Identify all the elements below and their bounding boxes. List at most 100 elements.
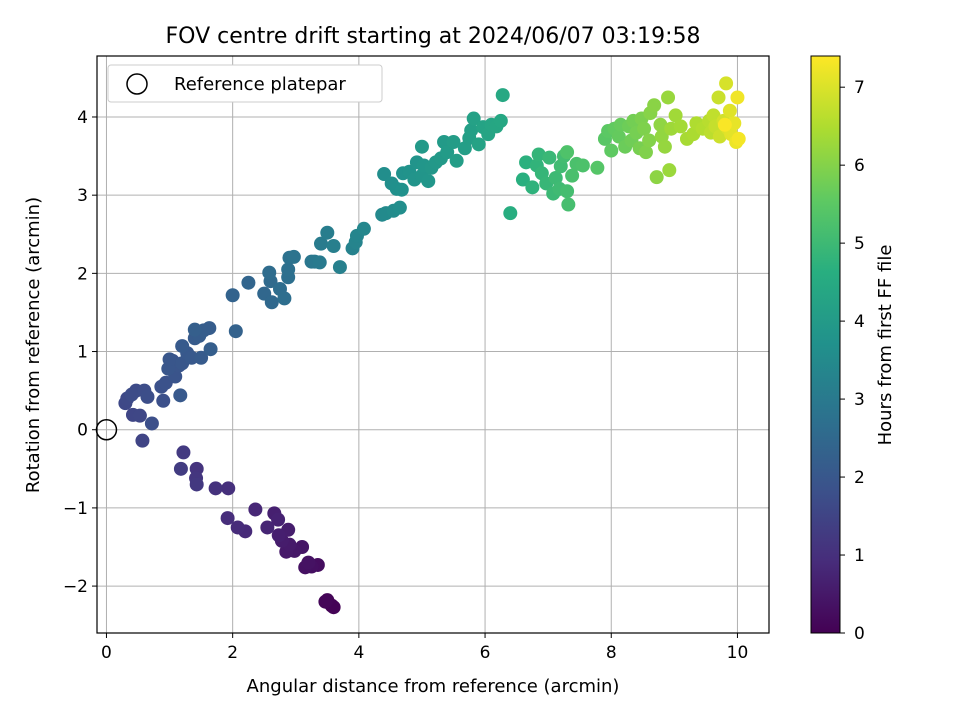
data-point <box>717 117 732 132</box>
data-point <box>221 481 236 496</box>
legend: Reference platepar <box>107 64 383 103</box>
data-point <box>637 121 652 136</box>
data-point <box>208 481 223 496</box>
y-tick-label: −1 <box>63 499 88 519</box>
data-point <box>653 117 668 132</box>
y-tick-label: 3 <box>77 186 88 206</box>
data-point <box>662 163 677 178</box>
data-point <box>719 76 734 91</box>
data-point <box>194 350 209 365</box>
legend-box <box>107 64 383 103</box>
data-point <box>230 520 245 535</box>
data-point <box>220 511 235 526</box>
data-point <box>175 339 190 354</box>
legend-entry-reference: Reference platepar <box>174 74 346 95</box>
data-point <box>225 288 240 303</box>
data-point <box>241 275 256 290</box>
data-point <box>731 131 746 146</box>
data-point <box>440 145 455 160</box>
data-point <box>449 153 464 168</box>
y-tick-label: 2 <box>77 264 88 284</box>
data-point <box>647 98 662 113</box>
data-point <box>187 322 202 337</box>
data-point <box>575 158 590 173</box>
data-point <box>466 111 481 126</box>
plot-frame <box>96 55 770 634</box>
data-point <box>281 262 296 277</box>
data-point <box>271 528 286 543</box>
data-point <box>301 555 316 570</box>
data-point <box>649 170 664 185</box>
data-point <box>414 139 429 154</box>
data-point <box>560 145 575 160</box>
data-point <box>471 137 486 152</box>
data-point <box>260 520 275 535</box>
colorbar-tick-label: 3 <box>854 390 865 410</box>
colorbar-label: Hours from first FF file <box>875 245 896 446</box>
data-point <box>140 389 155 404</box>
data-point <box>604 143 619 158</box>
data-point <box>673 119 688 134</box>
data-point <box>642 133 657 148</box>
data-point <box>730 90 745 105</box>
data-point <box>542 150 557 165</box>
x-tick-label: 2 <box>227 643 238 663</box>
data-point <box>565 168 580 183</box>
data-point <box>314 236 328 251</box>
data-point <box>519 155 534 170</box>
data-point <box>377 167 392 182</box>
y-tick-label: 1 <box>77 343 88 363</box>
data-point <box>262 265 277 280</box>
chart-title: FOV centre drift starting at 2024/06/07 … <box>166 24 701 49</box>
data-point <box>318 594 333 609</box>
data-point <box>271 512 286 527</box>
data-point <box>531 147 546 162</box>
data-point <box>176 445 191 460</box>
data-point <box>668 108 683 123</box>
data-point <box>421 174 436 189</box>
colorbar-tick-label: 6 <box>854 156 865 176</box>
colorbar-gradient <box>810 55 841 634</box>
data-point <box>277 291 292 306</box>
data-point <box>228 324 243 339</box>
data-point <box>144 416 159 431</box>
data-point <box>326 238 341 253</box>
grid <box>97 56 769 633</box>
x-axis-ticks: 0 2 4 6 8 10 <box>101 633 748 663</box>
data-point <box>495 88 510 103</box>
data-point <box>124 387 139 402</box>
x-tick-label: 4 <box>353 643 364 663</box>
data-point <box>548 170 563 185</box>
data-point <box>394 182 409 197</box>
y-tick-label: 0 <box>77 421 88 441</box>
colorbar-tick-label: 4 <box>854 312 865 332</box>
colorbar-tick-label: 2 <box>854 468 865 488</box>
y-axis-ticks: −2 −1 0 1 2 3 4 <box>63 108 97 597</box>
data-point <box>446 135 461 150</box>
data-point <box>356 221 371 236</box>
x-tick-label: 6 <box>480 643 491 663</box>
colorbar-tick-label: 7 <box>854 78 865 98</box>
data-point <box>332 260 347 275</box>
data-point <box>173 388 188 403</box>
data-point <box>722 103 737 118</box>
colorbar-tick-label: 0 <box>854 624 865 644</box>
scatter-points <box>118 76 746 615</box>
data-point <box>464 123 479 138</box>
x-tick-label: 10 <box>727 643 749 663</box>
data-point <box>189 477 204 492</box>
data-point <box>493 113 508 128</box>
data-point <box>156 393 171 408</box>
legend-marker-icon <box>126 73 148 95</box>
colorbar-ticks: 0 1 2 3 4 5 6 7 <box>840 78 865 644</box>
data-point <box>525 180 540 195</box>
colorbar-tick-label: 1 <box>854 546 865 566</box>
data-point <box>312 255 327 270</box>
x-tick-label: 0 <box>101 643 112 663</box>
data-point <box>661 90 676 105</box>
data-point <box>638 145 653 160</box>
data-point <box>132 408 147 423</box>
data-point <box>711 90 726 105</box>
data-point <box>515 172 530 187</box>
